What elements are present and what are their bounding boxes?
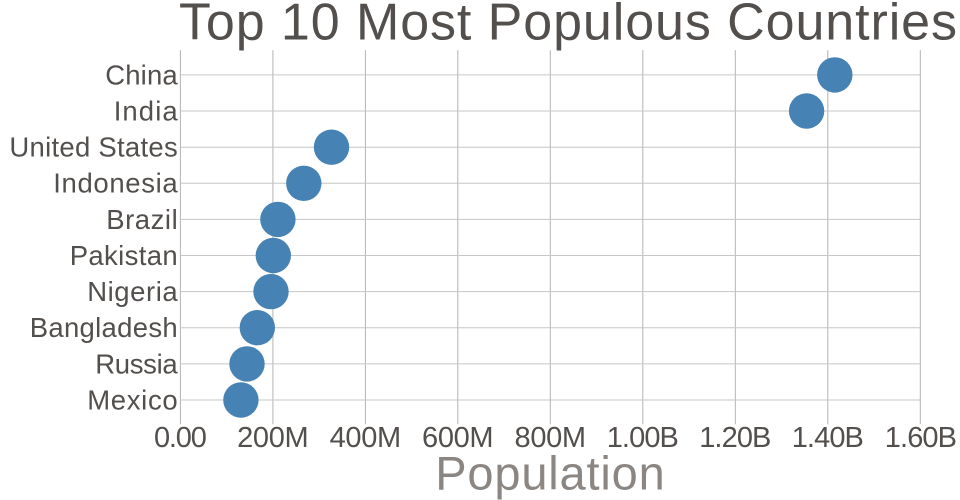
svg-text:1.20B: 1.20B — [699, 422, 771, 454]
svg-text:China: China — [105, 59, 178, 90]
svg-text:India: India — [114, 95, 179, 126]
svg-text:0.00: 0.00 — [154, 422, 207, 454]
svg-text:400M: 400M — [330, 422, 402, 454]
svg-text:Mexico: Mexico — [87, 384, 178, 415]
svg-text:200M: 200M — [237, 422, 309, 454]
svg-text:1.60B: 1.60B — [885, 422, 957, 454]
svg-text:Indonesia: Indonesia — [53, 168, 178, 199]
svg-text:600M: 600M — [422, 422, 494, 454]
svg-text:Brazil: Brazil — [106, 204, 178, 235]
svg-text:800M: 800M — [515, 422, 587, 454]
svg-text:Population: Population — [435, 447, 665, 500]
svg-text:Bangladesh: Bangladesh — [30, 312, 178, 343]
svg-text:United States: United States — [9, 132, 177, 163]
svg-text:1.40B: 1.40B — [792, 422, 864, 454]
svg-text:Top 10 Most Populous Countries: Top 10 Most Populous Countries — [179, 0, 957, 52]
svg-text:Russia: Russia — [95, 348, 178, 379]
svg-text:Pakistan: Pakistan — [70, 240, 178, 271]
svg-text:Nigeria: Nigeria — [87, 276, 178, 307]
svg-text:1.00B: 1.00B — [607, 422, 679, 454]
